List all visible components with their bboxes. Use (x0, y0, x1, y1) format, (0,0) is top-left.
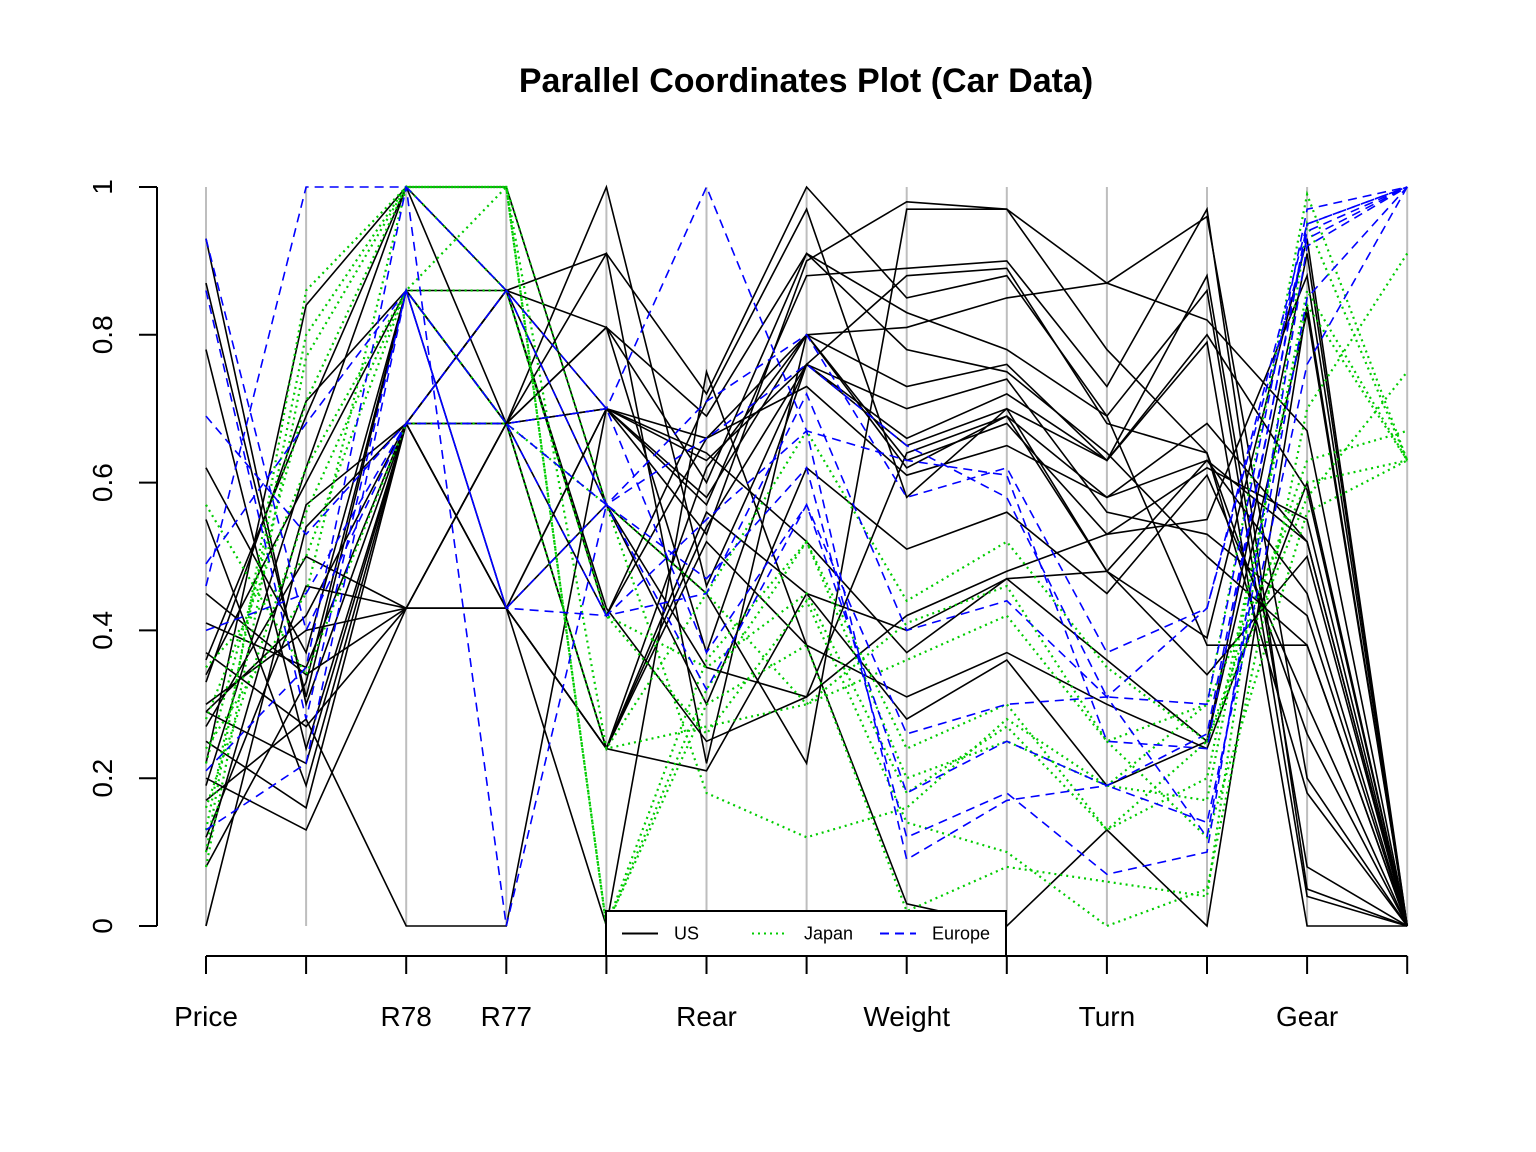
y-tick-label: 1 (87, 179, 118, 195)
x-tick-label: R77 (481, 1001, 532, 1032)
legend: US Japan Europe (605, 910, 1007, 957)
x-tick-label: Rear (676, 1001, 737, 1032)
series-line-europe-7 (205, 186, 1408, 861)
x-tick-label: Turn (1079, 1001, 1136, 1032)
x-tick-label: Price (174, 1001, 238, 1032)
x-tick-label: Weight (863, 1001, 950, 1032)
y-tick-label: 0.4 (87, 611, 118, 650)
chart-title: Parallel Coordinates Plot (Car Data) (519, 62, 1093, 100)
legend-label-us: US (674, 924, 699, 944)
series-lines (204, 184, 1409, 931)
legend-box (605, 910, 1007, 957)
series-line-japan-5 (204, 185, 1409, 927)
y-tick-label: 0 (87, 918, 118, 934)
x-tick-label: R78 (381, 1001, 432, 1032)
series-line-europe-8 (205, 186, 1408, 706)
series-line-japan-4 (205, 422, 1408, 840)
series-line-us-24 (205, 363, 1408, 927)
y-tick-label: 0.2 (87, 759, 118, 798)
series-line-europe-3 (205, 186, 1408, 720)
legend-label-japan: Japan (804, 924, 853, 944)
y-tick-label: 0.6 (87, 463, 118, 502)
x-tick-label: Gear (1276, 1001, 1338, 1032)
series-line-europe-5 (205, 186, 1408, 927)
y-axis: 0 0.2 0.4 0.6 0.8 1 (87, 179, 158, 934)
legend-label-europe: Europe (932, 924, 990, 944)
x-axis: Price R78 R77 Rear Weight Turn Gear (174, 955, 1409, 1032)
y-tick-label: 0.8 (87, 315, 118, 354)
